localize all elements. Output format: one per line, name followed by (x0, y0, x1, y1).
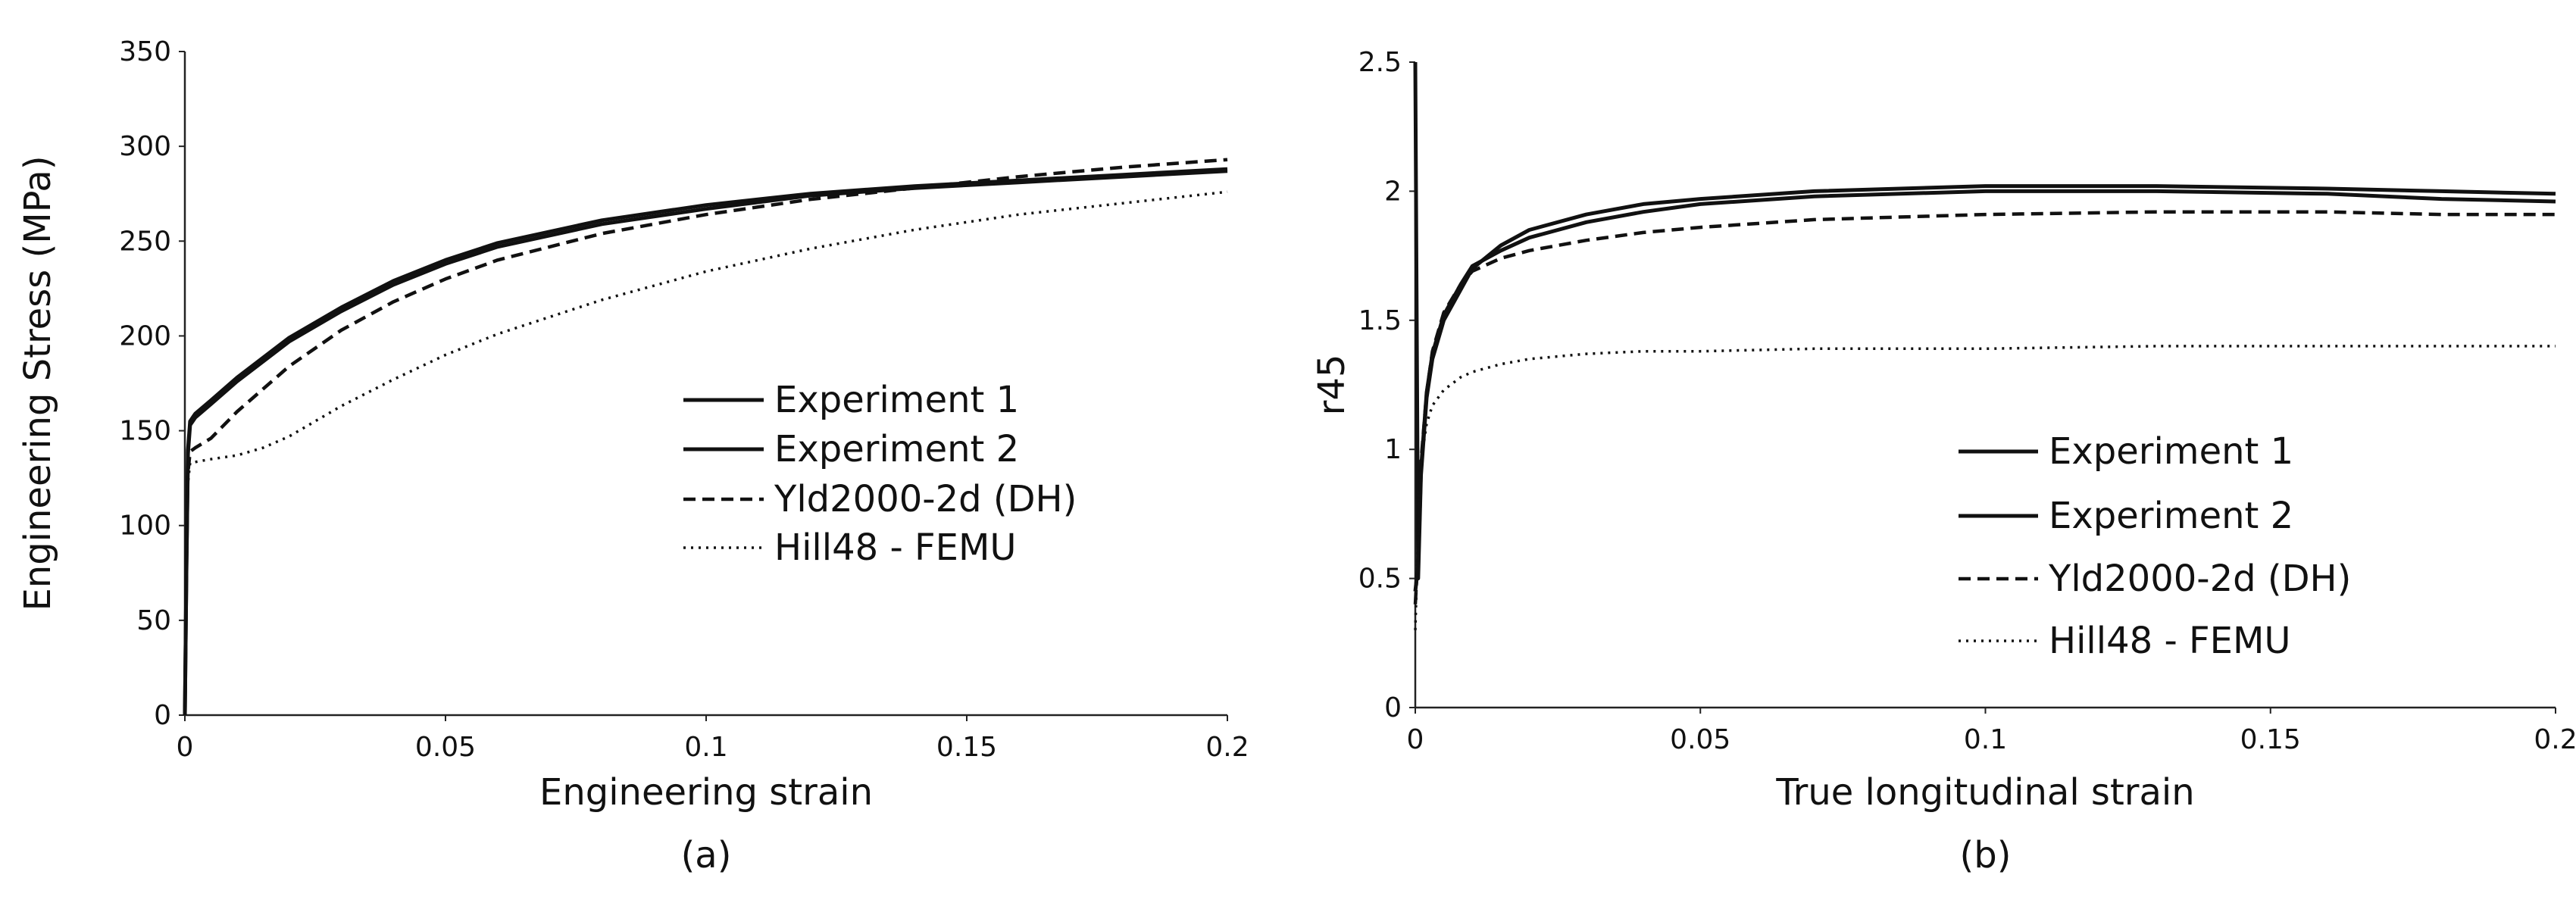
chart-panel-b: 0 0.5 1 1.5 2 2.5 0 0.05 0.1 0.15 0.2 True longitud… (1311, 47, 2576, 876)
legend-label: Experiment 1 (2049, 430, 2293, 473)
legend-label: Experiment 2 (774, 428, 1019, 470)
y-tick-label: 300 (119, 131, 171, 162)
y-axis-title: r45 (1311, 355, 1353, 416)
series-line-2 (183, 169, 1228, 716)
y-tick-label: 0.5 (1358, 564, 1402, 595)
y-tick-label: 0 (1384, 692, 1402, 723)
y-tick-label: 1.5 (1358, 305, 1402, 336)
panel-label: (a) (681, 834, 732, 876)
y-tick-label: 50 (136, 605, 171, 636)
x-tick-label: 0.05 (415, 732, 476, 763)
y-tick-label: 250 (119, 226, 171, 257)
series-line-3 (183, 158, 1228, 716)
legend-label: Experiment 2 (2049, 495, 2293, 537)
y-tick-label: 1 (1384, 434, 1402, 465)
y-tick-label: 100 (119, 511, 171, 542)
panel-label: (b) (1960, 834, 2012, 876)
legend-label: Yld2000-2d (DH) (2048, 558, 2351, 600)
legend-label: Hill48 - FEMU (2049, 620, 2291, 662)
y-tick-label: 2 (1384, 176, 1402, 207)
y-axis-title: Engineering Stress (MPa) (17, 155, 59, 611)
y-tick-label: 2.5 (1358, 47, 1402, 78)
x-axis-title: Engineering strain (539, 771, 873, 814)
x-tick-label: 0.2 (1205, 732, 1249, 763)
series-line-4 (183, 190, 1228, 716)
x-tick-label: 0.15 (936, 732, 997, 763)
chart-panel-a: 0 50 100 150 200 250 300 350 0 0.05 0.1 0.15 0.2 Engi… (17, 36, 1249, 876)
y-tick-label: 0 (154, 700, 171, 731)
x-tick-label: 0 (1407, 724, 1424, 755)
legend-label: Experiment 1 (774, 379, 1019, 421)
y-tick-label: 200 (119, 320, 171, 352)
x-tick-label: 0 (177, 732, 194, 763)
legend-label: Yld2000-2d (DH) (774, 478, 1077, 520)
series-line-4 (1414, 345, 2556, 630)
y-tick-label: 350 (119, 36, 171, 67)
x-axis-title: True longitudinal strain (1775, 771, 2194, 814)
series-line-1 (1413, 61, 2556, 581)
series-line-1 (183, 167, 1228, 716)
x-tick-label: 0.1 (1964, 724, 2007, 755)
series-line-3 (1413, 210, 2556, 605)
x-tick-label: 0.05 (1670, 724, 1730, 755)
y-tick-label: 150 (119, 416, 171, 447)
series-line-2 (1413, 189, 2556, 592)
x-tick-label: 0.15 (2240, 724, 2301, 755)
x-tick-label: 0.1 (684, 732, 727, 763)
legend-label: Hill48 - FEMU (774, 526, 1017, 569)
x-tick-label: 0.2 (2534, 724, 2576, 755)
